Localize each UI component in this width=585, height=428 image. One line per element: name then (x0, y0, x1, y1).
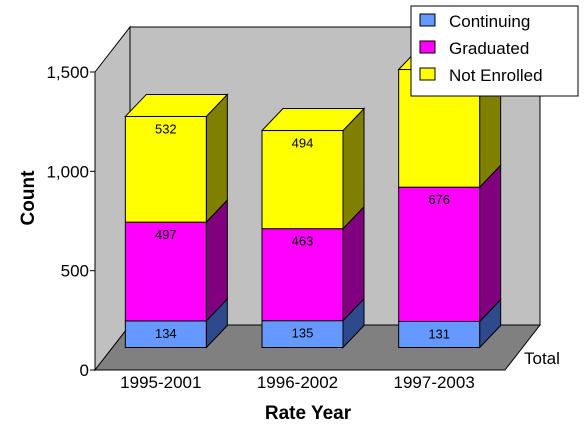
data-labels-layer: 134 497 532 135 463 494 131 676 (155, 121, 450, 341)
legend-swatch-continuing (419, 13, 436, 27)
y-tick-label: 1,500 (46, 63, 89, 82)
data-label: 131 (428, 326, 450, 341)
bar-segment (398, 186, 481, 322)
bar-segment (261, 228, 344, 322)
data-label: 463 (292, 234, 314, 249)
x-tick-label: 1995-2001 (120, 373, 201, 392)
category-axis: 1995-2001 1996-2002 1997-2003 (120, 373, 475, 392)
x-axis-title: Rate Year (265, 403, 352, 424)
side-wall (94, 25, 131, 372)
legend-label-graduated: Graduated (449, 39, 529, 58)
value-axis: 0 500 1,000 1,500 (46, 63, 96, 380)
legend-box (410, 5, 579, 97)
data-label: 676 (428, 192, 450, 207)
bar-segment (261, 320, 344, 348)
bar-segment (124, 221, 207, 322)
data-label: 494 (292, 136, 314, 151)
y-axis-title: Count (18, 170, 39, 226)
depth-axis-label: Total (524, 349, 560, 368)
data-label: 532 (155, 121, 177, 136)
y-tick-label: 500 (61, 262, 89, 281)
legend-swatch-graduated (419, 40, 436, 54)
bars-layer (124, 46, 502, 349)
data-label: 134 (155, 326, 177, 341)
bar-segment (124, 320, 207, 348)
x-tick-label: 1997-2003 (394, 373, 475, 392)
bar-segment-side (479, 163, 502, 323)
y-tick-label: 1,000 (46, 162, 89, 181)
legend-label-continuing: Continuing (449, 12, 530, 31)
bar-top (124, 93, 229, 117)
bar-segment (124, 115, 207, 223)
legend-label-not-enrolled: Not Enrolled (449, 66, 543, 85)
x-tick-label: 1996-2002 (257, 373, 338, 392)
bar-top (260, 108, 366, 132)
data-label: 497 (155, 227, 177, 242)
data-label: 135 (292, 326, 314, 341)
legend: Continuing Graduated Not Enrolled (410, 5, 579, 97)
y-tick-label: 0 (80, 361, 89, 380)
legend-swatch-not-enrolled (419, 67, 436, 81)
bar-segment (261, 130, 344, 230)
